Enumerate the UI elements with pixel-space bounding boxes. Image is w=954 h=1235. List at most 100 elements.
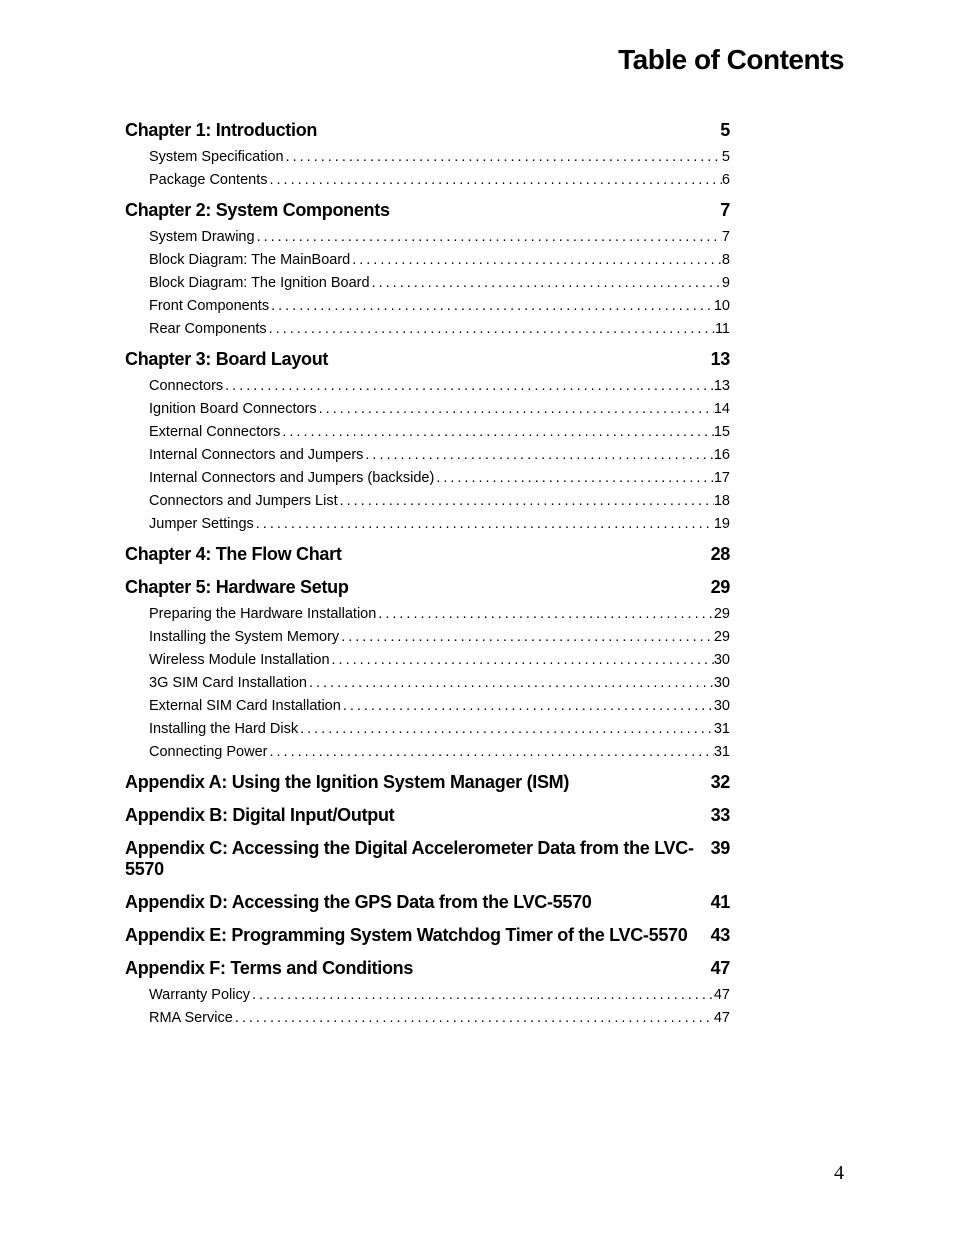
entry-title: Preparing the Hardware Installation bbox=[149, 606, 376, 622]
chapter-heading[interactable]: Chapter 3: Board Layout 13 bbox=[125, 349, 730, 370]
toc-entry[interactable]: Internal Connectors and Jumpers (backsid… bbox=[149, 470, 730, 486]
toc-entry[interactable]: System Drawing 7 bbox=[149, 229, 730, 245]
entry-title: Block Diagram: The MainBoard bbox=[149, 252, 350, 268]
chapter-title: Appendix B: Digital Input/Output bbox=[125, 805, 394, 826]
chapter-heading[interactable]: Chapter 4: The Flow Chart28 bbox=[125, 544, 730, 565]
toc-entry[interactable]: Ignition Board Connectors 14 bbox=[149, 401, 730, 417]
entry-title: Connectors and Jumpers List bbox=[149, 493, 338, 509]
page-number: 4 bbox=[834, 1162, 844, 1185]
entry-page: 16 bbox=[714, 447, 730, 463]
entry-leader-dots bbox=[280, 424, 713, 440]
entry-title: System Drawing bbox=[149, 229, 255, 245]
entry-page: 7 bbox=[722, 229, 730, 245]
entry-page: 47 bbox=[714, 1010, 730, 1026]
entry-leader-dots bbox=[268, 744, 714, 760]
chapter-heading[interactable]: Appendix E: Programming System Watchdog … bbox=[125, 925, 730, 946]
toc-entry[interactable]: Front Components10 bbox=[149, 298, 730, 314]
entry-page: 15 bbox=[714, 424, 730, 440]
entry-title: Wireless Module Installation bbox=[149, 652, 330, 668]
entry-page: 31 bbox=[714, 721, 730, 737]
chapter-heading[interactable]: Chapter 2: System Components 7 bbox=[125, 200, 730, 221]
entry-title: Warranty Policy bbox=[149, 987, 250, 1003]
entry-title: Block Diagram: The Ignition Board bbox=[149, 275, 370, 291]
entry-leader-dots bbox=[341, 698, 714, 714]
chapter-title: Chapter 2: System Components bbox=[125, 200, 390, 221]
toc-entry[interactable]: Warranty Policy 47 bbox=[149, 987, 730, 1003]
toc-entry[interactable]: Wireless Module Installation 30 bbox=[149, 652, 730, 668]
entry-leader-dots bbox=[255, 229, 722, 245]
toc-entry[interactable]: External SIM Card Installation 30 bbox=[149, 698, 730, 714]
chapter-title: Appendix A: Using the Ignition System Ma… bbox=[125, 772, 569, 793]
entry-leader-dots bbox=[269, 298, 714, 314]
toc-page: Table of Contents Chapter 1: Introductio… bbox=[0, 0, 954, 1235]
entry-page: 6 bbox=[722, 172, 730, 188]
entry-page: 47 bbox=[714, 987, 730, 1003]
entry-leader-dots bbox=[317, 401, 714, 417]
entry-page: 14 bbox=[714, 401, 730, 417]
toc-entry[interactable]: Package Contents 6 bbox=[149, 172, 730, 188]
chapter-heading[interactable]: Chapter 1: Introduction5 bbox=[125, 120, 730, 141]
entry-leader-dots bbox=[370, 275, 722, 291]
chapter-page: 43 bbox=[711, 925, 730, 946]
entry-title: System Specification bbox=[149, 149, 284, 165]
entry-title: Package Contents bbox=[149, 172, 268, 188]
chapter-heading[interactable]: Appendix C: Accessing the Digital Accele… bbox=[125, 838, 730, 880]
toc-entry[interactable]: Rear Components 11 bbox=[149, 321, 730, 337]
toc-entry[interactable]: Preparing the Hardware Installation 29 bbox=[149, 606, 730, 622]
entry-title: External Connectors bbox=[149, 424, 280, 440]
entry-title: Installing the Hard Disk bbox=[149, 721, 298, 737]
chapter-page: 47 bbox=[711, 958, 730, 979]
entry-title: RMA Service bbox=[149, 1010, 233, 1026]
entry-title: Jumper Settings bbox=[149, 516, 254, 532]
entry-leader-dots bbox=[298, 721, 714, 737]
entry-leader-dots bbox=[254, 516, 714, 532]
toc-entry[interactable]: Installing the Hard Disk 31 bbox=[149, 721, 730, 737]
entry-page: 13 bbox=[714, 378, 730, 394]
entry-page: 11 bbox=[715, 321, 730, 337]
toc-entry[interactable]: Connectors13 bbox=[149, 378, 730, 394]
entry-title: Installing the System Memory bbox=[149, 629, 339, 645]
chapter-title: Chapter 3: Board Layout bbox=[125, 349, 328, 370]
entry-leader-dots bbox=[376, 606, 714, 622]
toc-entry[interactable]: 3G SIM Card Installation30 bbox=[149, 675, 730, 691]
entry-leader-dots bbox=[267, 321, 715, 337]
toc-entry[interactable]: System Specification 5 bbox=[149, 149, 730, 165]
entry-page: 29 bbox=[714, 606, 730, 622]
chapter-page: 39 bbox=[711, 838, 730, 859]
chapter-heading[interactable]: Appendix D: Accessing the GPS Data from … bbox=[125, 892, 730, 913]
entry-leader-dots bbox=[330, 652, 714, 668]
entry-leader-dots bbox=[434, 470, 714, 486]
entry-page: 8 bbox=[722, 252, 730, 268]
toc-entry[interactable]: Connectors and Jumpers List18 bbox=[149, 493, 730, 509]
chapter-heading[interactable]: Appendix F: Terms and Conditions47 bbox=[125, 958, 730, 979]
toc-entry[interactable]: Connecting Power 31 bbox=[149, 744, 730, 760]
toc-body: Chapter 1: Introduction5 System Specifica… bbox=[125, 120, 730, 1026]
toc-entry[interactable]: Block Diagram: The Ignition Board 9 bbox=[149, 275, 730, 291]
chapter-heading[interactable]: Appendix A: Using the Ignition System Ma… bbox=[125, 772, 730, 793]
toc-entry[interactable]: RMA Service 47 bbox=[149, 1010, 730, 1026]
entry-title: Internal Connectors and Jumpers bbox=[149, 447, 363, 463]
entry-page: 31 bbox=[714, 744, 730, 760]
entry-page: 9 bbox=[722, 275, 730, 291]
chapter-page: 13 bbox=[711, 349, 730, 370]
entry-page: 30 bbox=[714, 652, 730, 668]
toc-entry[interactable]: Jumper Settings19 bbox=[149, 516, 730, 532]
chapter-title: Appendix E: Programming System Watchdog … bbox=[125, 925, 687, 946]
entry-title: Connecting Power bbox=[149, 744, 268, 760]
toc-title: Table of Contents bbox=[125, 44, 844, 76]
entry-page: 5 bbox=[722, 149, 730, 165]
chapter-page: 7 bbox=[720, 200, 730, 221]
entry-leader-dots bbox=[284, 149, 722, 165]
entry-page: 30 bbox=[714, 698, 730, 714]
chapter-heading[interactable]: Appendix B: Digital Input/Output33 bbox=[125, 805, 730, 826]
entry-title: Rear Components bbox=[149, 321, 267, 337]
toc-entry[interactable]: Block Diagram: The MainBoard 8 bbox=[149, 252, 730, 268]
entry-title: Ignition Board Connectors bbox=[149, 401, 317, 417]
toc-entry[interactable]: Internal Connectors and Jumpers 16 bbox=[149, 447, 730, 463]
entry-leader-dots bbox=[363, 447, 713, 463]
chapter-heading[interactable]: Chapter 5: Hardware Setup29 bbox=[125, 577, 730, 598]
entry-title: Internal Connectors and Jumpers (backsid… bbox=[149, 470, 434, 486]
toc-entry[interactable]: Installing the System Memory29 bbox=[149, 629, 730, 645]
entry-title: External SIM Card Installation bbox=[149, 698, 341, 714]
toc-entry[interactable]: External Connectors 15 bbox=[149, 424, 730, 440]
